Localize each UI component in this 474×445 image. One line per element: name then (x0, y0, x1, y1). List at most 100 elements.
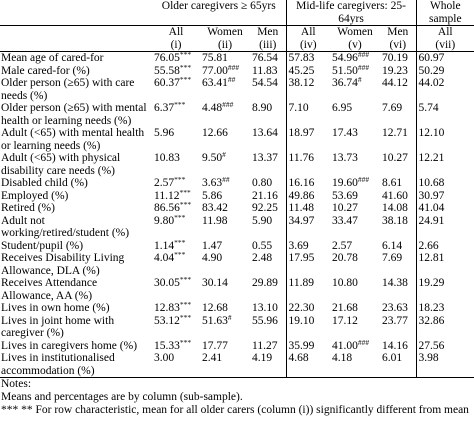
cell-value: 18.23 (418, 302, 445, 314)
cell: 12.21 (415, 152, 474, 177)
cell: 18.23 (415, 302, 474, 315)
cell: 1.14*** (152, 237, 200, 253)
cell-value: 13.37 (252, 152, 278, 164)
cell-value: 6.01 (382, 352, 403, 364)
cell: 20.78 (330, 252, 380, 277)
cell: 4.18 (330, 352, 381, 378)
cell: 86.56*** (152, 200, 200, 215)
cell: 10.83 (152, 152, 200, 177)
significance-marker: *** (179, 337, 192, 347)
cell: 44.02 (415, 77, 474, 102)
cell-value: 63.41 (202, 77, 228, 89)
table-body: Mean age of cared-for 76.05*** 75.81 76.54 5… (0, 50, 474, 378)
cell: 17.77 (200, 340, 250, 353)
column-number-row: (i) (ii) (iii) (iv) (v) (vi) (vii) (0, 38, 474, 52)
cell: 63.41## (200, 75, 250, 102)
column-number: (vii) (415, 38, 474, 52)
cell: 10.68 (415, 177, 474, 190)
cell: 5.86 (200, 190, 250, 203)
cell-value: 4.04 (154, 252, 175, 264)
cell: 6.14 (380, 240, 416, 253)
table-row: Adult (<65) with mental health or learni… (0, 127, 474, 152)
group-header: Older caregivers ≥ 65yrs (152, 0, 287, 26)
cell-value: 44.12 (382, 77, 408, 89)
row-label: Disabled child (%) (1, 177, 88, 189)
significance-marker: *** (174, 212, 186, 222)
cell: 17.43 (330, 127, 380, 152)
cell-value: 34.97 (288, 214, 315, 227)
cell-value: 9.80 (154, 214, 175, 227)
significance-marker: *** (179, 62, 192, 72)
cell-value: 11.12 (154, 189, 180, 202)
cell: 13.10 (250, 302, 286, 315)
cell: 7.10 (285, 102, 331, 127)
group-header: Mid-life caregivers: 25-64yrs (285, 0, 417, 26)
cell: 41.60 (380, 190, 416, 203)
cell: 11.89 (285, 277, 331, 302)
significance-marker: *** (174, 237, 186, 247)
cell: 2.57 (330, 240, 380, 253)
row-label: Lives in joint home with caregiver (%) (1, 314, 115, 340)
cell: 34.97 (285, 214, 331, 240)
cell: 6.01 (380, 352, 417, 378)
column-name: Women (337, 26, 373, 38)
cell: 3.63## (200, 175, 250, 190)
significance-marker: *** (179, 187, 191, 197)
cell-value: 12.81 (418, 252, 445, 264)
column-name: Women (207, 26, 243, 38)
cell-value: 92.25 (252, 202, 278, 214)
table-row: Lives in caregivers home (%) 15.33*** 17.7… (0, 337, 474, 353)
column-name: All (285, 25, 331, 39)
cell: 23.63 (380, 302, 416, 315)
cell-value: 12.68 (202, 302, 228, 314)
cell-value: 3.63 (202, 177, 223, 189)
cell: 33.47 (330, 215, 380, 240)
cell: 77.00### (200, 63, 250, 78)
cell-value: 21.68 (332, 302, 358, 314)
cell-value: 14.16 (382, 339, 408, 352)
cell-value: 22.30 (288, 302, 315, 314)
column-number: (i) (152, 38, 200, 52)
cell-value: 10.68 (418, 177, 445, 189)
significance-marker: *** (179, 275, 192, 284)
row-label: Adult (<65) with physical disability car… (1, 152, 121, 177)
group-header-row: Older caregivers ≥ 65yrs Mid-life caregiv… (0, 0, 474, 26)
cell: 13.64 (250, 127, 286, 152)
cell: 29.89 (250, 277, 286, 302)
cell: 41.00### (330, 338, 380, 353)
cell-value: 83.42 (202, 202, 228, 214)
row-label: Lives in institutionalised accommodation… (0, 352, 152, 378)
significance-marker: *** (179, 50, 192, 59)
cell-value: 0.55 (252, 239, 273, 252)
cell-value: 11.83 (252, 64, 278, 77)
significance-marker: ### (357, 50, 370, 59)
cell: 51.63# (200, 313, 250, 340)
cell: 11.12*** (152, 187, 200, 203)
significance-marker: ### (357, 175, 370, 184)
cell-value: 4.68 (288, 352, 309, 364)
cell-value: 11.48 (288, 202, 314, 214)
cell-value: 7.69 (382, 252, 403, 264)
cell-value: 2.48 (252, 252, 273, 264)
cell: 55.96 (250, 315, 286, 340)
table-row: Receives Attendance Allowance, AA (%) 30.… (0, 275, 474, 302)
significance-marker: *** (179, 200, 192, 209)
cell: 11.48 (285, 202, 331, 215)
cell-value: 11.89 (288, 277, 314, 289)
cell-value: 5.96 (154, 127, 175, 139)
cell: 9.50# (200, 150, 250, 177)
cell: 10.80 (330, 277, 380, 302)
cell: 19.60### (330, 175, 380, 190)
column-name: All (415, 25, 474, 39)
table-row: Student/pupil (%) 1.14*** 1.47 0.55 3.69 2.57… (0, 237, 474, 253)
group-header: Whole sample (415, 0, 474, 26)
significance-marker: # (222, 150, 226, 159)
cell: 5.90 (250, 215, 286, 240)
cell: 4.04*** (152, 251, 200, 277)
significance-marker: ## (227, 75, 236, 84)
significance-marker: ## (222, 175, 230, 184)
note-line: *** ** For row characteristic, mean for … (1, 404, 469, 416)
cell: 4.90 (200, 252, 250, 277)
row-label: Older person (≥65) with mental health or… (1, 102, 147, 127)
column-name: All (168, 26, 184, 38)
